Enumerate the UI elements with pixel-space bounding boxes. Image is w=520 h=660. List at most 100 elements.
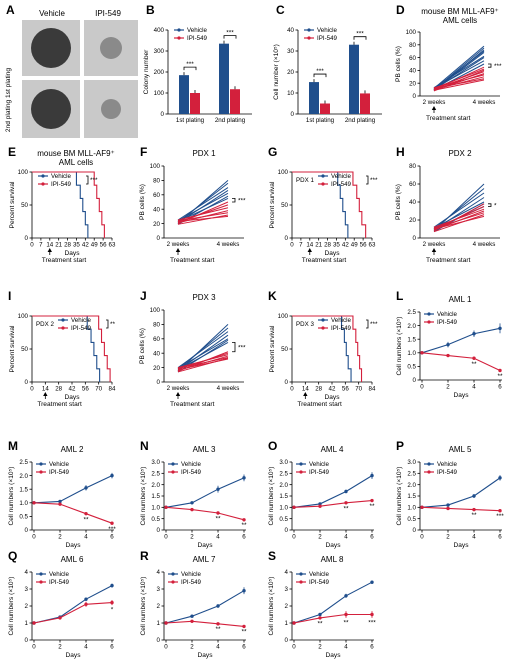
- d-y-tick-label: 20: [409, 80, 416, 87]
- m-vehicle-point-2: [58, 499, 62, 504]
- m-vehicle-point-4: [110, 473, 114, 478]
- k-y-tick-label: 100: [278, 313, 289, 320]
- o-title: AML 4: [321, 445, 344, 454]
- c-bar-vehicle-2: [349, 44, 359, 115]
- n-legend-marker: [171, 470, 175, 474]
- panel-label-r: R: [140, 549, 149, 563]
- f-y-tick-label: 20: [153, 221, 160, 228]
- c-bar-ipi-1: [320, 103, 330, 114]
- q-y-tick-label: 0: [25, 637, 29, 644]
- r-x-tick-label: 6: [242, 644, 246, 651]
- b-significance: ***: [226, 30, 234, 37]
- b-legend-marker: [177, 36, 181, 40]
- n-x-tick-label: 0: [164, 534, 168, 541]
- o-legend-label: Vehicle: [309, 461, 330, 468]
- c-legend-marker: [307, 28, 311, 32]
- e-x-tick-label: 28: [64, 242, 71, 249]
- q-legend-label: Vehicle: [49, 571, 70, 578]
- panel-label-s: S: [268, 549, 276, 563]
- p-legend-marker: [427, 462, 431, 466]
- i-y-label: Percent survival: [9, 325, 16, 372]
- n-x-tick-label: 2: [190, 534, 194, 541]
- i-legend-label: IPI-549: [71, 325, 92, 332]
- q-y-label: Cell numbers (×10⁵): [8, 577, 15, 636]
- p-x-label: Days: [453, 542, 469, 549]
- h-y-tick-label: 80: [409, 163, 416, 170]
- s-ipi-point-2: [318, 616, 322, 620]
- i-legend-label: Vehicle: [71, 317, 92, 324]
- g-x-tick-label: 49: [351, 242, 358, 249]
- c-legend-label: Vehicle: [317, 27, 338, 34]
- h-x-tick-label: 2 weeks: [423, 241, 446, 248]
- m-legend-label: Vehicle: [49, 461, 70, 468]
- s-y-tick-label: 3: [285, 586, 289, 593]
- s-ipi-point-4: [370, 612, 374, 617]
- i-vehicle-curve: [32, 315, 101, 382]
- h-x-tick-label: 4 weeks: [473, 241, 496, 248]
- panel-label-h: H: [396, 145, 405, 159]
- q-ipi-point-4: [110, 600, 114, 605]
- o-legend-marker: [299, 470, 303, 474]
- i-y-tick-label: 0: [25, 379, 29, 386]
- h-ipi-line-7: [433, 215, 485, 230]
- o-x-label: Days: [325, 542, 341, 549]
- panel-label-k: K: [268, 289, 277, 303]
- a-col-label-vehicle: Vehicle: [39, 9, 65, 18]
- s-vehicle-point-2: [318, 612, 322, 617]
- j-y-tick-label: 60: [153, 336, 160, 343]
- h-vehicle-line-1: [433, 183, 485, 232]
- n-y-tick-label: 2.0: [151, 482, 160, 489]
- j-title: PDX 3: [192, 293, 216, 302]
- panel-label-g: G: [268, 145, 277, 159]
- s-significance: ***: [368, 619, 376, 626]
- r-y-tick-label: 4: [157, 569, 161, 576]
- o-legend-label: IPI-549: [309, 469, 330, 476]
- m-y-tick-label: 2.0: [19, 473, 28, 480]
- s-legend-marker: [299, 572, 303, 576]
- k-ipi-curve: [292, 315, 363, 382]
- n-title: AML 3: [193, 445, 216, 454]
- r-x-tick-label: 4: [216, 644, 220, 651]
- b-x-tick-label: 2nd plating: [215, 117, 246, 124]
- s-x-tick-label: 4: [344, 644, 348, 651]
- r-x-tick-label: 0: [164, 644, 168, 651]
- e-vehicle-curve: [32, 171, 89, 238]
- g-x-tick-label: 63: [369, 242, 376, 249]
- panel-label-q: Q: [8, 549, 17, 563]
- o-x-tick-label: 0: [292, 534, 296, 541]
- j-y-tick-label: 40: [153, 350, 160, 357]
- e-x-tick-label: 0: [30, 242, 34, 249]
- l-y-label: Cell numbers (×10⁵): [396, 317, 403, 376]
- b-y-tick-label: 400: [154, 27, 165, 34]
- j-vehicle-line-5: [177, 338, 229, 369]
- b-y-tick-label: 300: [154, 48, 165, 55]
- e-x-label: Days: [64, 250, 80, 257]
- h-vehicle-line-3: [433, 192, 485, 228]
- p-x-tick-label: 0: [420, 534, 424, 541]
- p-legend-label: IPI-549: [437, 469, 458, 476]
- e-y-label: Percent survival: [9, 181, 16, 228]
- k-x-tick-label: 14: [302, 386, 309, 393]
- p-x-tick-label: 2: [446, 534, 450, 541]
- n-x-tick-label: 6: [242, 534, 246, 541]
- k-vehicle-curve: [292, 315, 352, 382]
- p-y-tick-label: 2.0: [407, 482, 416, 489]
- e-y-tick-label: 100: [18, 169, 29, 176]
- i-x-tick-label: 28: [55, 386, 62, 393]
- e-sig-bracket: [86, 175, 89, 185]
- f-title: PDX 1: [192, 149, 216, 158]
- r-vehicle-point-4: [242, 589, 246, 593]
- h-arrow-head: [431, 248, 437, 252]
- panel-label-c: C: [276, 3, 285, 17]
- d-x-tick-label: 4 weeks: [473, 99, 496, 106]
- q-legend-label: IPI-549: [49, 579, 70, 586]
- n-legend-marker: [171, 462, 175, 466]
- p-y-label: Cell numbers (×10⁵): [396, 467, 403, 526]
- k-x-tick-label: 56: [342, 386, 349, 393]
- d-title: mouse BM MLL-AF9⁺: [421, 7, 499, 16]
- g-x-label: Days: [324, 250, 340, 257]
- e-arrow-head: [47, 248, 52, 252]
- i-y-tick-label: 100: [18, 313, 29, 320]
- e-title: mouse BM MLL-AF9⁺: [37, 149, 115, 158]
- i-arrow-head: [43, 392, 48, 396]
